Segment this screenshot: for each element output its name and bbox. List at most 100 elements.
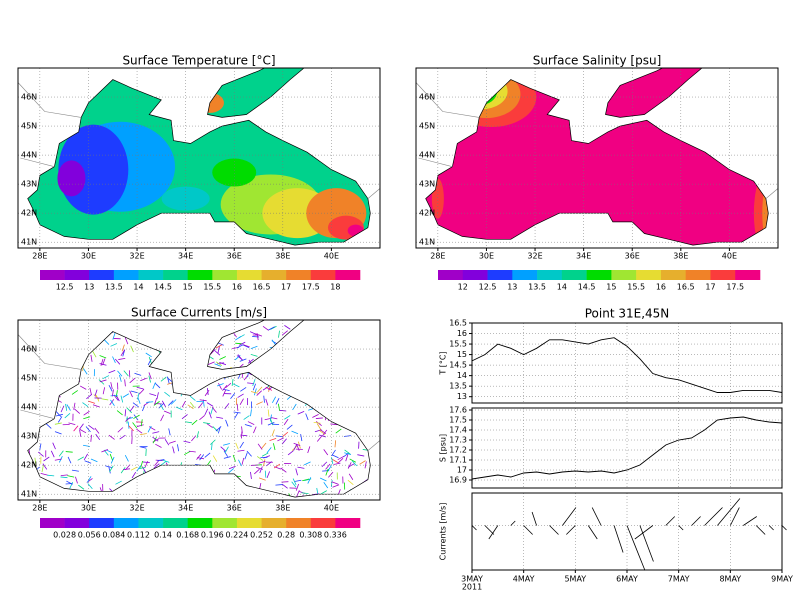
current-streak bbox=[33, 323, 38, 330]
current-streak bbox=[256, 401, 263, 406]
colorbar-box bbox=[40, 270, 65, 280]
current-streak bbox=[212, 455, 218, 462]
current-streak bbox=[312, 353, 320, 355]
current-streak bbox=[172, 446, 175, 454]
current-streak bbox=[344, 332, 348, 340]
current-streak bbox=[88, 400, 96, 404]
y-tick-label: 17.2 bbox=[449, 446, 467, 455]
current-streak bbox=[346, 379, 352, 386]
current-streak bbox=[341, 386, 348, 392]
current-streak bbox=[326, 409, 333, 414]
current-streak bbox=[204, 326, 209, 333]
current-streak bbox=[90, 354, 93, 362]
current-streak bbox=[151, 476, 159, 482]
current-streak bbox=[319, 377, 324, 384]
colorbar-label: 13 bbox=[507, 283, 517, 292]
current-streak bbox=[160, 414, 165, 422]
current-streak bbox=[120, 467, 126, 474]
current-vector bbox=[665, 516, 676, 526]
current-streak bbox=[280, 346, 288, 350]
current-streak bbox=[256, 368, 263, 373]
current-streak bbox=[199, 399, 207, 402]
current-streak bbox=[198, 382, 203, 390]
current-streak bbox=[282, 339, 289, 345]
current-streak bbox=[66, 363, 69, 371]
current-streak bbox=[34, 457, 37, 465]
current-streak bbox=[240, 368, 248, 372]
coast bbox=[207, 320, 305, 370]
current-streak bbox=[277, 375, 285, 378]
current-streak bbox=[37, 350, 45, 354]
current-streak bbox=[136, 424, 144, 427]
current-streak bbox=[250, 345, 258, 350]
current-streak bbox=[223, 450, 229, 457]
y-tick-label: 13.5 bbox=[449, 382, 467, 391]
current-streak bbox=[360, 418, 364, 426]
current-streak bbox=[365, 433, 371, 438]
current-streak bbox=[300, 434, 303, 442]
panel-title: Point 31E,45N bbox=[585, 307, 670, 321]
current-streak bbox=[364, 398, 370, 405]
current-streak bbox=[273, 463, 281, 469]
current-streak bbox=[27, 391, 29, 398]
current-vector bbox=[768, 525, 774, 531]
current-streak bbox=[336, 348, 340, 356]
current-streak bbox=[275, 361, 282, 367]
current-streak bbox=[241, 426, 243, 434]
current-streak bbox=[239, 358, 247, 362]
current-streak bbox=[368, 374, 371, 381]
current-streak bbox=[374, 414, 379, 419]
current-streak bbox=[112, 332, 116, 340]
colorbar-box bbox=[138, 518, 164, 528]
colorbar-box bbox=[335, 518, 361, 528]
current-streak bbox=[330, 335, 338, 339]
lon-tick-label: 28E bbox=[32, 504, 47, 513]
current-streak bbox=[147, 358, 152, 366]
current-streak bbox=[181, 367, 186, 374]
current-streak bbox=[27, 391, 32, 394]
current-streak bbox=[94, 389, 98, 397]
current-streak bbox=[347, 369, 352, 376]
current-streak bbox=[347, 463, 355, 468]
current-streak bbox=[291, 481, 297, 488]
x-tick-label: 9MAY bbox=[771, 575, 793, 584]
current-streak bbox=[136, 428, 143, 434]
current-streak bbox=[133, 414, 140, 419]
line bbox=[471, 416, 783, 480]
current-streak bbox=[189, 395, 196, 401]
colorbar-box bbox=[138, 270, 164, 280]
current-streak bbox=[215, 344, 223, 349]
current-streak bbox=[347, 414, 350, 422]
current-streak bbox=[168, 428, 171, 436]
current-streak bbox=[291, 430, 299, 435]
lon-tick-label: 40E bbox=[324, 504, 339, 513]
current-streak bbox=[281, 483, 288, 489]
current-streak bbox=[286, 424, 293, 430]
current-streak bbox=[272, 369, 276, 377]
current-streak bbox=[189, 356, 193, 364]
colorbar-box bbox=[236, 270, 262, 280]
current-streak bbox=[71, 390, 78, 395]
current-streak bbox=[250, 409, 252, 417]
current-streak bbox=[362, 342, 369, 347]
current-streak bbox=[360, 327, 368, 330]
current-streak bbox=[168, 440, 176, 444]
current-streak bbox=[282, 431, 289, 437]
line bbox=[471, 337, 783, 393]
current-streak bbox=[37, 451, 44, 457]
current-streak bbox=[99, 379, 107, 383]
current-streak bbox=[298, 330, 306, 333]
current-streak bbox=[347, 361, 354, 367]
current-streak bbox=[368, 439, 371, 447]
current-streak bbox=[234, 335, 242, 341]
current-streak bbox=[88, 425, 95, 430]
current-streak bbox=[101, 398, 109, 401]
current-streak bbox=[187, 404, 194, 410]
current-streak bbox=[117, 427, 124, 433]
colorbar-box bbox=[212, 270, 238, 280]
current-streak bbox=[333, 462, 341, 465]
current-streak bbox=[343, 332, 346, 340]
current-streak bbox=[312, 414, 319, 418]
current-streak bbox=[66, 480, 73, 485]
colorbar-label: 0.028 bbox=[53, 531, 76, 540]
